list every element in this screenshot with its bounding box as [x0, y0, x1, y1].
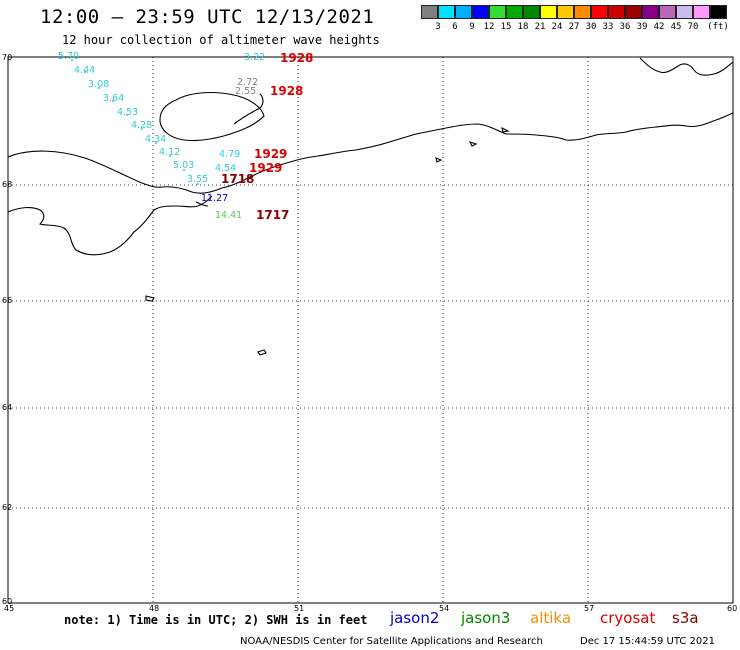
- legend-cryosat: cryosat: [600, 609, 656, 627]
- coastline: [7, 57, 734, 356]
- scale-swatch: [676, 5, 693, 19]
- scale-swatch: [421, 5, 438, 19]
- lon-label-48: 48: [149, 604, 160, 613]
- scale-label: 24: [551, 22, 563, 32]
- scale-swatch: [693, 5, 710, 19]
- wave-height-label: 4.28: [131, 120, 153, 131]
- scale-label: 21: [534, 22, 546, 32]
- wave-height-label: 2.55: [235, 86, 257, 97]
- wave-height-label: 4.44: [74, 65, 96, 76]
- scale-swatch: [489, 5, 506, 19]
- pass-time-label: 1928: [280, 51, 314, 65]
- wave-height-label: 3.08: [88, 79, 110, 90]
- lat-label-64: 64: [2, 403, 13, 412]
- wave-height-label: 4.34: [145, 134, 167, 145]
- lon-label-45: 45: [4, 604, 15, 613]
- legend-s3a: s3a: [672, 609, 699, 627]
- scale-swatch: [472, 5, 489, 19]
- scale-swatch: [438, 5, 455, 19]
- pass-time-label: 1718: [221, 172, 255, 186]
- legend-jason2: jason2: [390, 609, 440, 627]
- map-subtitle: 12 hour collection of altimeter wave hei…: [62, 33, 380, 47]
- map-frame: [7, 56, 734, 604]
- wave-height-label: 3.22: [244, 52, 266, 63]
- scale-label: 36: [619, 22, 631, 32]
- scale-swatch: [659, 5, 676, 19]
- pass-time-label: 1929: [254, 147, 288, 161]
- scale-swatch: [557, 5, 574, 19]
- scale-label: 33: [602, 22, 614, 32]
- scale-label: 15: [500, 22, 512, 32]
- lon-label-51: 51: [294, 604, 305, 613]
- scale-label: 45: [670, 22, 682, 32]
- generated-timestamp: Dec 17 15:44:59 UTC 2021: [580, 636, 715, 647]
- scale-label: 30: [585, 22, 597, 32]
- map-title: 12:00 – 23:59 UTC 12/13/2021: [40, 6, 375, 28]
- wave-height-label: 4.53: [117, 107, 139, 118]
- scale-label: (ft): [707, 22, 729, 32]
- wave-height-label: 4.54: [215, 163, 237, 174]
- wave-height-label: 3.55: [187, 174, 209, 185]
- track-points: [71, 59, 199, 185]
- lon-label-54: 54: [439, 604, 450, 613]
- wave-height-label: 2.72: [237, 77, 259, 88]
- legend-altika: altika: [530, 609, 572, 627]
- scale-swatch: [608, 5, 625, 19]
- pass-time-label: 1928: [270, 84, 304, 98]
- scale-label: 6: [452, 22, 458, 32]
- lon-label-57: 57: [584, 604, 595, 613]
- scale-swatch: [591, 5, 608, 19]
- lat-label-62: 62: [2, 503, 13, 512]
- scale-label: 12: [483, 22, 495, 32]
- pass-time-label: 1717: [256, 208, 290, 222]
- scale-label: 18: [517, 22, 529, 32]
- color-scale-legend: 3 6 9 12 15 18 21 24 27 30 33 36 39 42 45 70 (ft): [421, 5, 729, 32]
- pass-time-label: 1929: [249, 161, 283, 175]
- scale-label: 70: [687, 22, 699, 32]
- wave-height-label: 14.41: [215, 210, 243, 221]
- scale-swatch: [523, 5, 540, 19]
- scale-swatch: [455, 5, 472, 19]
- wave-height-label: 11.27: [201, 193, 229, 204]
- lat-label-68: 68: [2, 180, 13, 189]
- scale-label: 27: [568, 22, 580, 32]
- wave-height-label: 4.79: [219, 149, 241, 160]
- credit-line: NOAA/NESDIS Center for Satellite Applica…: [240, 636, 543, 647]
- scale-label: 42: [653, 22, 665, 32]
- lat-label-70: 70: [2, 53, 13, 62]
- scale-swatch: [710, 5, 727, 19]
- wave-height-label: 5.03: [173, 160, 195, 171]
- lat-label-66: 66: [2, 296, 13, 305]
- wave-height-label: 3.64: [103, 93, 125, 104]
- wave-height-label: 5.70: [58, 51, 80, 62]
- wave-height-label: 4.12: [159, 147, 181, 158]
- scale-swatch: [574, 5, 591, 19]
- legend-jason3: jason3: [461, 609, 511, 627]
- color-scale-labels: 3 6 9 12 15 18 21 24 27 30 33 36 39 42 45 70 (ft): [421, 22, 740, 34]
- footer-note: note: 1) Time is in UTC; 2) SWH is in fe…: [64, 613, 368, 627]
- lon-label-60: 60: [727, 604, 738, 613]
- lat-label-60: 60: [2, 597, 13, 606]
- scale-swatch: [642, 5, 659, 19]
- scale-swatch: [506, 5, 523, 19]
- color-scale-swatches: [421, 5, 727, 19]
- scale-swatch: [625, 5, 642, 19]
- scale-label: 3: [435, 22, 441, 32]
- scale-label: 9: [469, 22, 475, 32]
- graticule: [8, 57, 733, 603]
- scale-label: 39: [636, 22, 648, 32]
- scale-swatch: [540, 5, 557, 19]
